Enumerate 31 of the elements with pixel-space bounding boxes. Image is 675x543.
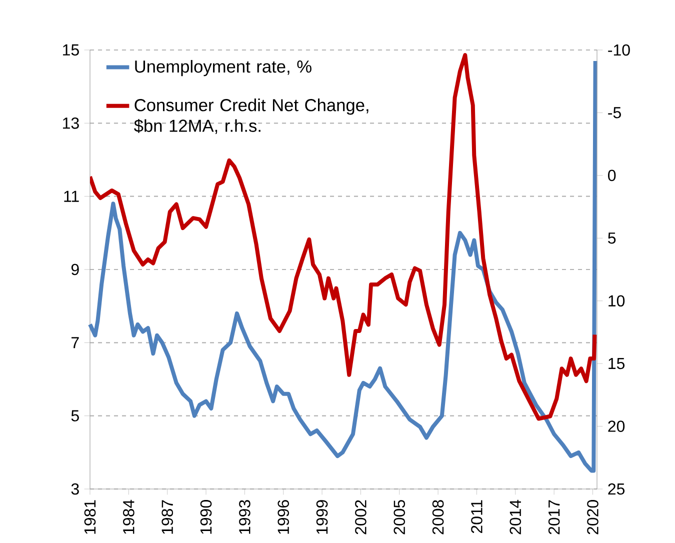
y-tick-label: 7	[72, 337, 79, 348]
y2-tick-label: 15	[608, 358, 625, 370]
x-tick-label: 1999	[316, 500, 328, 534]
legend-label: Consumer Credit Net Change, $bn 12MA, r.h.s.	[134, 98, 368, 134]
y-tick-label: 11	[64, 190, 79, 202]
y2-tick-label: 25	[608, 483, 625, 495]
x-tick-label: 2017	[548, 500, 560, 534]
x-tick-label: 1996	[278, 500, 290, 534]
legend-label: Unemployment rate, %	[135, 60, 312, 76]
y-tick-label: 13	[63, 118, 79, 129]
x-tick-label: 2008	[432, 500, 444, 534]
x-tick-label: 2020	[587, 500, 598, 534]
y-tick-label: 15	[63, 44, 79, 56]
x-tick-label: 2005	[394, 500, 406, 534]
y-tick-label: 3	[71, 483, 79, 495]
y2-tick-label: -5	[608, 107, 621, 118]
y-tick-label: 5	[71, 410, 79, 422]
x-tick-label: 1990	[200, 500, 212, 534]
x-tick-label: 2014	[510, 500, 522, 534]
y2-tick-label: -10	[608, 44, 630, 56]
x-tick-label: 2002	[355, 500, 366, 534]
y-tick-label: 9	[71, 264, 79, 276]
y2-tick-label: 20	[608, 420, 625, 432]
x-tick-label: 1987	[162, 500, 173, 534]
y2-tick-label: 0	[608, 170, 616, 182]
y2-tick-label: 10	[608, 295, 625, 307]
x-tick-label: 2011	[471, 500, 482, 534]
y2-tick-label: 5	[608, 232, 616, 244]
x-tick-label: 1993	[239, 500, 250, 534]
x-tick-label: 1984	[123, 500, 134, 534]
x-tick-label: 1981	[84, 500, 96, 534]
